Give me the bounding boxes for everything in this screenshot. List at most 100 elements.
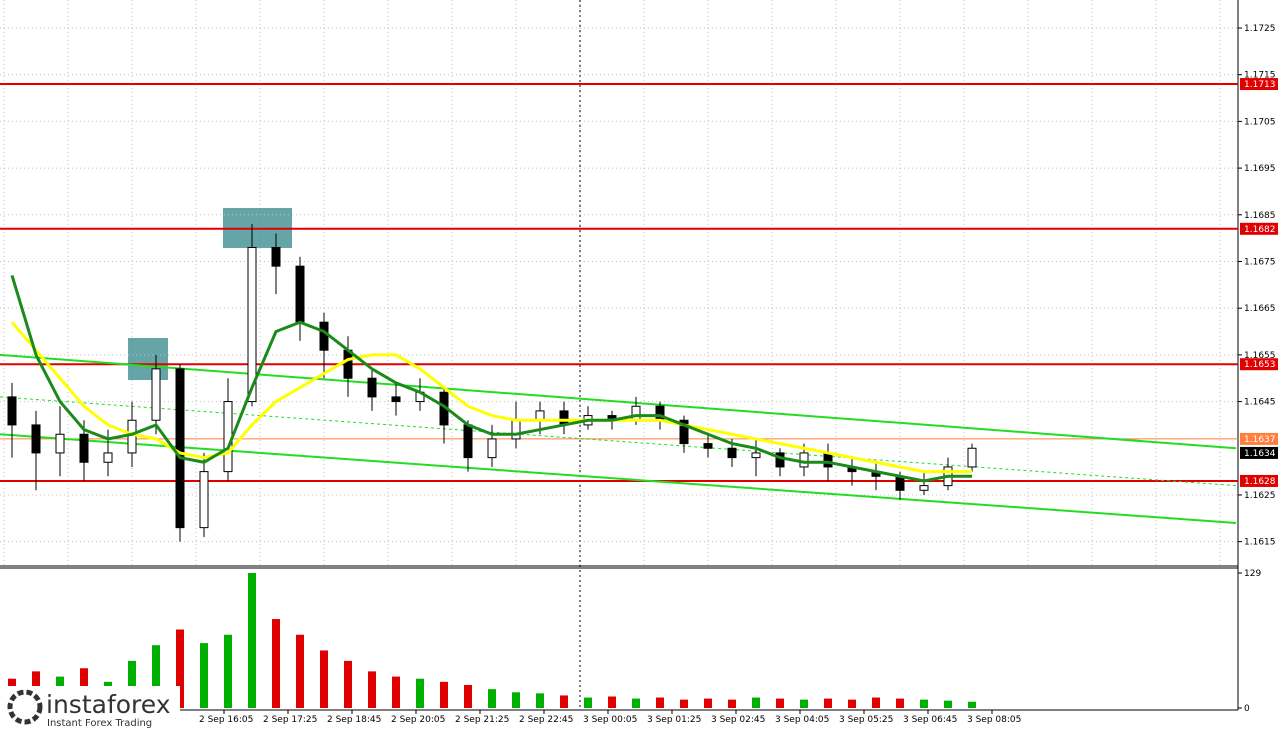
y-tick-label: 1.1725: [1244, 24, 1276, 34]
candle-body: [7, 396, 17, 426]
x-tick-label: 3 Sep 00:05: [583, 715, 637, 725]
level-label: 1.1682: [1244, 225, 1276, 235]
volume-bar: [536, 693, 544, 708]
candle-body: [151, 368, 161, 421]
candle-body: [895, 475, 905, 491]
candle-body: [775, 452, 785, 468]
logo-name: instaforex: [46, 690, 171, 719]
candle-body: [919, 485, 929, 491]
y-tick-label: 1.1675: [1244, 257, 1276, 267]
volume-bar: [464, 684, 472, 708]
candle-body: [319, 321, 329, 351]
volume-bar: [368, 671, 376, 708]
y-tick-label: 1.1655: [1244, 351, 1276, 361]
candle-body: [31, 424, 41, 454]
x-tick-label: 3 Sep 01:25: [647, 715, 701, 725]
level-label: 1.1637: [1244, 435, 1276, 445]
candle-body: [247, 246, 257, 403]
level-label: 1.1713: [1244, 80, 1276, 90]
candle-body: [487, 438, 497, 459]
y-tick-label: 1.1645: [1244, 398, 1276, 408]
candle-body: [463, 424, 473, 459]
y-tick-label: 1.1615: [1244, 538, 1276, 548]
volume-bar: [176, 629, 184, 708]
volume-bar: [752, 697, 760, 708]
level-label-box: [1240, 222, 1278, 235]
candle-body: [391, 396, 401, 403]
volume-bar: [440, 681, 448, 708]
volume-bar: [848, 699, 856, 708]
candle-body: [223, 401, 233, 473]
volume-bar: [968, 701, 976, 708]
y-tick-label: 1.1695: [1244, 164, 1276, 174]
candle-body: [271, 246, 281, 267]
logo-tagline: Instant Forex Trading: [47, 718, 152, 729]
candle-body: [367, 377, 377, 398]
trend-line: [0, 353, 1237, 450]
x-tick-label: 2 Sep 21:25: [455, 715, 509, 725]
volume-bar: [920, 699, 928, 708]
x-tick-label: 3 Sep 02:45: [711, 715, 765, 725]
trend-line: [0, 396, 1237, 487]
volume-bar: [272, 619, 280, 708]
x-tick-label: 2 Sep 17:25: [263, 715, 317, 725]
volume-bar: [800, 699, 808, 708]
volume-bar: [896, 698, 904, 708]
candle-body: [511, 419, 521, 440]
volume-bar: [632, 698, 640, 708]
x-tick-label: 2 Sep 20:05: [391, 715, 445, 725]
candle-body: [103, 452, 113, 463]
x-tick-label: 2 Sep 16:05: [199, 715, 253, 725]
level-label-box: [1240, 358, 1278, 371]
volume-bar: [680, 699, 688, 708]
x-tick-label: 3 Sep 04:05: [775, 715, 829, 725]
y-tick-label: 1.1665: [1244, 304, 1276, 314]
candle-body: [703, 443, 713, 449]
candle-body: [631, 405, 641, 421]
volume-bar: [248, 573, 256, 708]
signal-box: [128, 338, 168, 380]
volume-bar: [152, 645, 160, 708]
volume-bar: [320, 650, 328, 708]
candle-body: [727, 447, 737, 459]
y-tick-label: 1.1715: [1244, 71, 1276, 81]
candle-body: [55, 433, 65, 454]
volume-bar: [776, 698, 784, 708]
candle-body: [343, 349, 353, 379]
last-price-label: 1.1634: [1244, 449, 1276, 459]
volume-bar: [560, 695, 568, 708]
x-tick-label: 3 Sep 08:05: [967, 715, 1021, 725]
candle-body: [823, 452, 833, 468]
candle-body: [799, 452, 809, 468]
x-tick-label: 2 Sep 22:45: [519, 715, 573, 725]
volume-bar: [656, 697, 664, 708]
level-label-box: [1240, 432, 1278, 445]
volume-bar: [392, 676, 400, 708]
candle-body: [79, 433, 89, 463]
logo: instaforex Instant Forex Trading: [0, 686, 180, 731]
volume-bar: [488, 689, 496, 708]
candle-body: [127, 419, 137, 454]
volume-bar: [416, 678, 424, 708]
volume-bar: [944, 700, 952, 708]
volume-tick-label: 0: [1244, 704, 1250, 714]
volume-bar: [872, 697, 880, 708]
moving-average: [10, 275, 972, 483]
y-tick-label: 1.1625: [1244, 491, 1276, 501]
volume-bar: [128, 660, 136, 708]
candle-body: [559, 410, 569, 426]
last-price-box: [1240, 446, 1278, 459]
volume-bar: [512, 692, 520, 708]
x-tick-label: 3 Sep 05:25: [839, 715, 893, 725]
volume-bar: [608, 696, 616, 708]
volume-bar: [200, 643, 208, 708]
volume-bar: [296, 634, 304, 708]
candle-body: [295, 265, 305, 323]
y-tick-label: 1.1705: [1244, 117, 1276, 127]
volume-bar: [728, 699, 736, 708]
volume-bar: [584, 697, 592, 708]
level-label: 1.1628: [1244, 477, 1276, 487]
level-label: 1.1653: [1244, 360, 1276, 370]
